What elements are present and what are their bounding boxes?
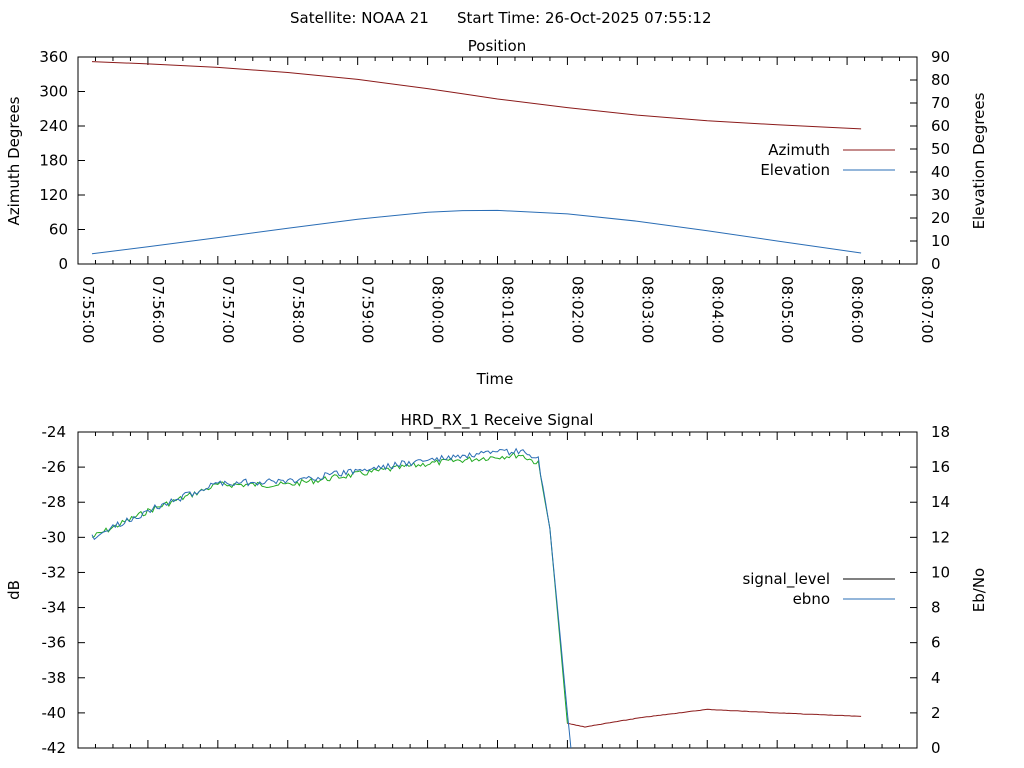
time-tick-label: 08:02:00 bbox=[568, 276, 586, 343]
position-chart: Position Azimuth Degrees Elevation Degre… bbox=[5, 37, 988, 388]
elevation-line bbox=[91, 209, 862, 255]
time-tick-label: 07:59:00 bbox=[359, 276, 377, 343]
start-time-label: Start Time: 26-Oct-2025 07:55:12 bbox=[457, 9, 712, 27]
legend-label-elevation: Elevation bbox=[760, 161, 830, 179]
elevation-tick-label: 30 bbox=[931, 186, 950, 204]
db-tick-label: -28 bbox=[42, 493, 67, 511]
db-axis-label: dB bbox=[5, 580, 23, 600]
db-tick-label: -38 bbox=[42, 669, 67, 687]
azimuth-tick-label: 60 bbox=[49, 221, 68, 239]
position-legend: Azimuth Elevation bbox=[760, 141, 895, 179]
azimuth-tick-label: 120 bbox=[39, 186, 68, 204]
ebno-tick-label: 2 bbox=[931, 704, 941, 722]
ebno-tick-label: 18 bbox=[931, 423, 950, 441]
elevation-tick-label: 60 bbox=[931, 117, 950, 135]
elevation-tick-label: 20 bbox=[931, 209, 950, 227]
time-tick-label: 08:01:00 bbox=[499, 276, 517, 343]
db-tick-label: -26 bbox=[42, 458, 67, 476]
satellite-label: Satellite: NOAA 21 bbox=[290, 9, 429, 27]
legend-label-ebno: ebno bbox=[793, 590, 830, 608]
time-tick-label: 08:00:00 bbox=[429, 276, 447, 343]
azimuth-tick-label: 240 bbox=[39, 117, 68, 135]
ebno-tick-label: 0 bbox=[931, 739, 941, 757]
ebno-tick-label: 10 bbox=[931, 563, 950, 581]
db-tick-label: -30 bbox=[42, 528, 67, 546]
elevation-tick-label: 80 bbox=[931, 71, 950, 89]
elevation-tick-label: 40 bbox=[931, 163, 950, 181]
signal-ticks: -24 -26 -28 -30 -32 -34 -36 -38 -40 -42 18 16 14 12 10… bbox=[42, 423, 951, 757]
azimuth-tick-label: 0 bbox=[58, 255, 68, 273]
signal-series bbox=[91, 447, 862, 749]
ebno-tick-label: 6 bbox=[931, 634, 941, 652]
azimuth-tick-label: 360 bbox=[39, 48, 68, 66]
time-tick-label: 08:07:00 bbox=[918, 276, 936, 343]
ebno-axis-label: Eb/No bbox=[970, 568, 988, 612]
time-tick-label: 08:05:00 bbox=[778, 276, 796, 343]
ebno-tick-label: 8 bbox=[931, 599, 941, 617]
time-axis-label: Time bbox=[476, 370, 514, 388]
time-tick-label: 07:56:00 bbox=[149, 276, 167, 343]
time-tick-label: 08:03:00 bbox=[638, 276, 656, 343]
time-tick-label: 08:06:00 bbox=[848, 276, 866, 343]
elevation-tick-label: 50 bbox=[931, 140, 950, 158]
ebno-tick-label: 14 bbox=[931, 493, 950, 511]
elevation-tick-label: 70 bbox=[931, 94, 950, 112]
azimuth-line bbox=[91, 61, 862, 130]
time-tick-label: 07:58:00 bbox=[289, 276, 307, 343]
db-tick-label: -36 bbox=[42, 634, 67, 652]
receive-signal-chart-title: HRD_RX_1 Receive Signal bbox=[401, 411, 594, 430]
elevation-tick-label: 0 bbox=[931, 255, 941, 273]
ebno-line bbox=[91, 447, 572, 749]
time-tick-label: 07:57:00 bbox=[219, 276, 237, 343]
elevation-tick-label: 10 bbox=[931, 232, 950, 250]
db-tick-label: -24 bbox=[42, 423, 67, 441]
time-tick-label: 08:04:00 bbox=[708, 276, 726, 343]
receive-signal-chart: HRD_RX_1 Receive Signal dB Eb/No -24-26-… bbox=[5, 411, 988, 757]
ebno-tick-label: 4 bbox=[931, 669, 941, 687]
db-tick-label: -32 bbox=[42, 563, 67, 581]
elevation-axis-label: Elevation Degrees bbox=[970, 92, 988, 229]
db-tick-label: -34 bbox=[42, 599, 67, 617]
azimuth-tick-label: 300 bbox=[39, 83, 68, 101]
position-ticks: 0 60 120 180 240 300 360 0 10 20 30 40 50 60 70 80 90 07:… bbox=[39, 48, 950, 343]
position-chart-title: Position bbox=[468, 37, 526, 55]
signal-level-tail-line bbox=[567, 708, 862, 728]
legend-label-signal_level: signal_level bbox=[742, 570, 830, 589]
ebno-tick-label: 16 bbox=[931, 458, 950, 476]
elevation-tick-label: 90 bbox=[931, 48, 950, 66]
db-tick-label: -40 bbox=[42, 704, 67, 722]
ebno-tick-label: 12 bbox=[931, 528, 950, 546]
signal-level-line bbox=[91, 451, 568, 724]
position-series bbox=[91, 61, 862, 255]
time-tick-label: 07:55:00 bbox=[79, 276, 97, 343]
azimuth-tick-label: 180 bbox=[39, 152, 68, 170]
azimuth-axis-label: Azimuth Degrees bbox=[5, 96, 23, 225]
legend-label-azimuth: Azimuth bbox=[768, 141, 830, 159]
db-tick-label: -42 bbox=[42, 739, 67, 757]
